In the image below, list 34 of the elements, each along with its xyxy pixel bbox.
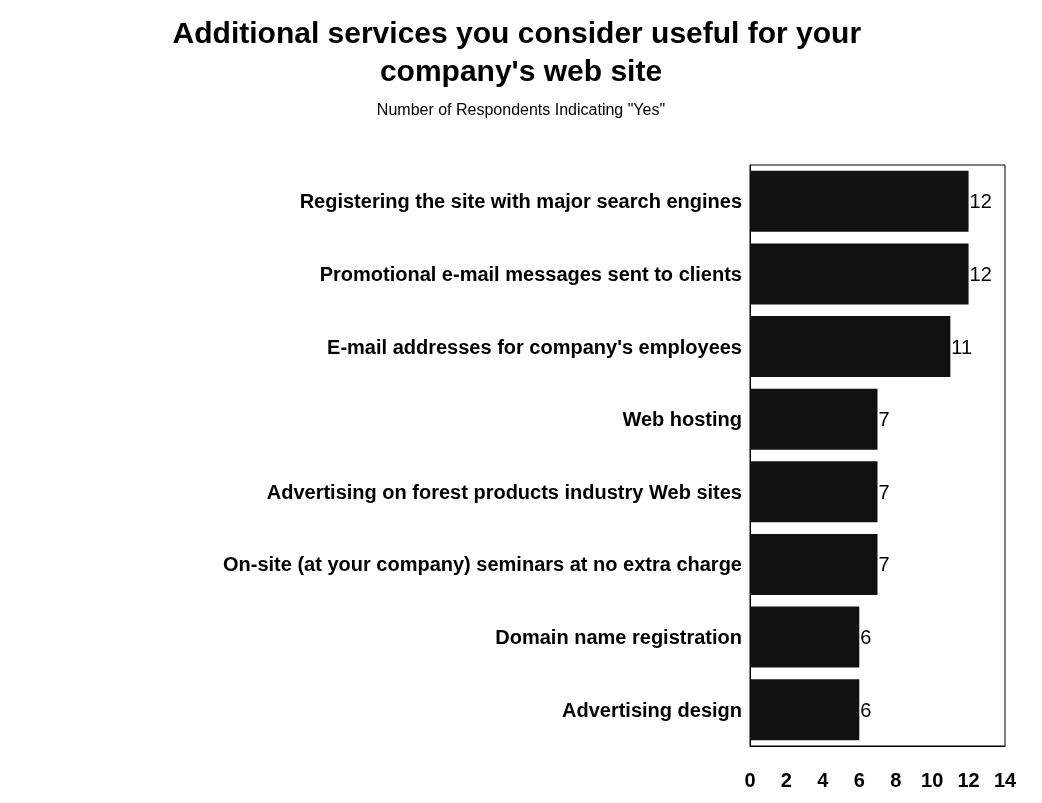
data-label: 11	[951, 335, 973, 358]
data-label: 7	[878, 408, 890, 431]
bar	[750, 606, 860, 668]
x-tick-label: 0	[744, 769, 756, 791]
bar	[750, 461, 878, 523]
data-label: 7	[878, 553, 890, 576]
bar	[750, 316, 951, 378]
data-label: 7	[878, 480, 890, 503]
chart-title: Additional services you consider useful for your company's web site	[172, 15, 870, 87]
y-tick-label: Advertising on forest products industry Web sites	[266, 480, 742, 503]
y-tick-label: Advertising design	[561, 698, 742, 721]
x-tick-label: 14	[993, 769, 1017, 791]
x-tick-label: 12	[957, 769, 980, 791]
x-tick-label: 2	[780, 769, 792, 791]
text: Number of Respondents Indicating "Yes"	[376, 100, 666, 118]
x-tick-label: 6	[853, 769, 865, 791]
y-tick-label: Registering the site with major search engines	[299, 190, 742, 213]
y-tick-label: Web hosting	[622, 408, 742, 431]
data-label: 12	[969, 190, 992, 213]
x-tick-label: 4	[817, 769, 830, 791]
data-label: 6	[860, 626, 872, 649]
bar	[750, 533, 878, 595]
bar	[750, 170, 969, 232]
x-tick-label: 10	[921, 769, 944, 791]
y-tick-label: Domain name registration	[495, 626, 742, 649]
bar	[750, 679, 860, 741]
data-label: 12	[969, 262, 992, 285]
bar	[750, 243, 969, 305]
x-tick-label: 8	[890, 769, 902, 791]
y-tick-label: Promotional e-mail messages sent to clients	[319, 262, 742, 285]
bar	[750, 388, 878, 450]
data-label: 6	[860, 698, 872, 721]
y-tick-label: E-mail addresses for company's employees	[327, 335, 742, 358]
y-tick-label: On-site (at your company) seminars at no extra charge	[222, 553, 742, 576]
